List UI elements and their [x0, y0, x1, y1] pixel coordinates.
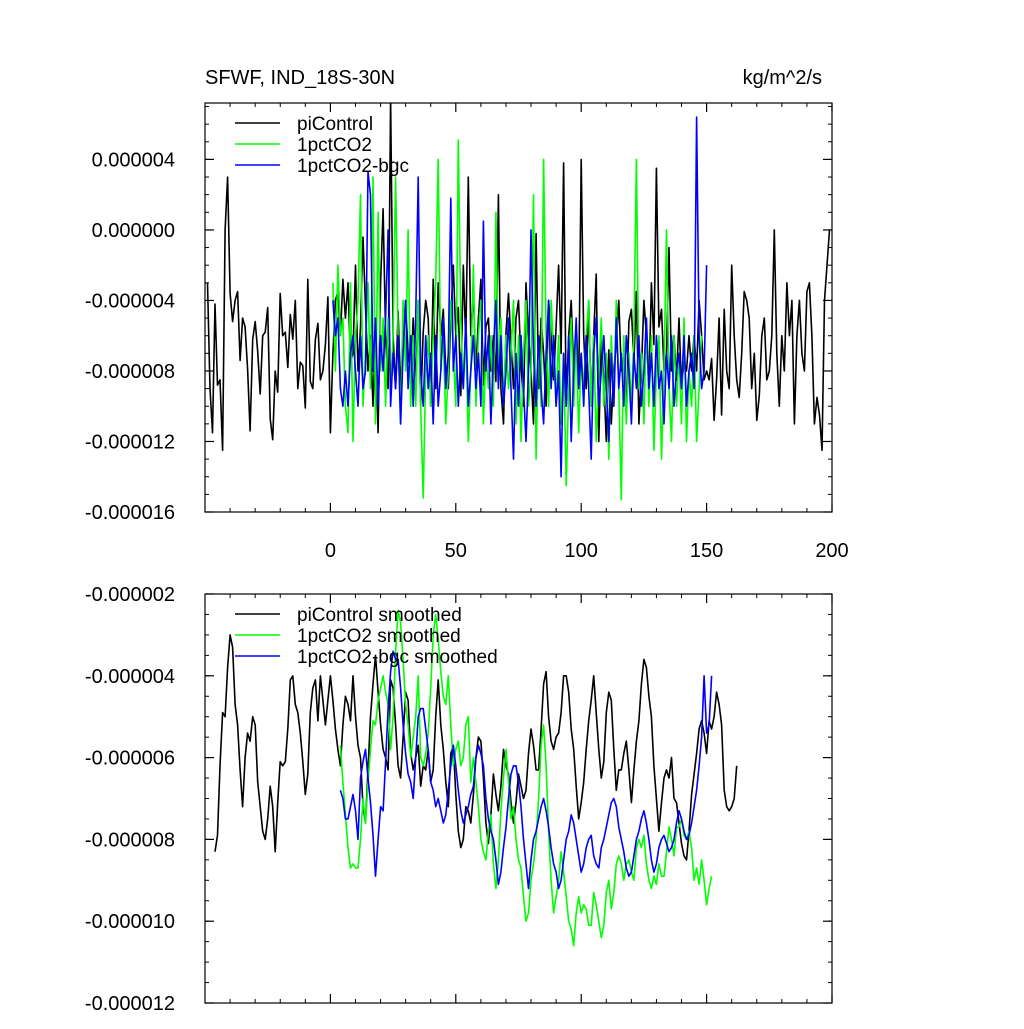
series-group — [206, 103, 831, 501]
y-tick-label: -0.000010 — [85, 911, 175, 933]
y-tick-label: -0.000004 — [85, 290, 175, 312]
series-line-picontrol — [206, 103, 831, 452]
legend-label: 1pctCO2 — [297, 135, 372, 156]
series-group — [214, 609, 738, 947]
y-tick-label: -0.000002 — [85, 584, 175, 606]
series-line-1pctco2-bgc — [332, 116, 708, 478]
chart-units: kg/m^2/s — [743, 67, 822, 89]
y-tick-label: 0.000000 — [92, 220, 175, 242]
series-line-1pctco2-bgc-smoothed — [339, 650, 713, 890]
y-tick-label: -0.000012 — [85, 993, 175, 1015]
y-tick-label: -0.000012 — [85, 431, 175, 453]
series-line-picontrol-smoothed — [214, 634, 738, 861]
y-tick-label: -0.000008 — [85, 829, 175, 851]
x-tick-label: 100 — [565, 540, 598, 562]
legend-label: 1pctCO2 smoothed — [297, 626, 461, 647]
legend-label: 1pctCO2-bgc — [297, 156, 409, 177]
legend-label: 1pctCO2-bgc smoothed — [297, 647, 498, 668]
chart-title: SFWF, IND_18S-30N — [205, 67, 395, 89]
top-plot: 0.000004 0.000000 -0.000004 -0.000008 -0.000… — [85, 102, 849, 562]
y-tick-label: 0.000004 — [92, 149, 175, 171]
series-line-1pctco2-smoothed — [339, 609, 713, 947]
plot-frame — [204, 102, 833, 513]
x-tick-label: 50 — [445, 540, 467, 562]
bottom-plot: -0.000002 -0.000004 -0.000006 -0.000008 -0.0… — [85, 584, 833, 1015]
y-tick-label: -0.000006 — [85, 748, 175, 770]
x-tick-label: 150 — [690, 540, 723, 562]
y-tick-label: -0.000016 — [85, 502, 175, 524]
x-tick-label: 0 — [325, 540, 336, 562]
y-tick-label: -0.000008 — [85, 361, 175, 383]
legend-label: piControl smoothed — [297, 605, 462, 626]
x-tick-label: 200 — [815, 540, 848, 562]
legend-label: piControl — [297, 114, 373, 135]
y-tick-label: -0.000004 — [85, 666, 175, 688]
